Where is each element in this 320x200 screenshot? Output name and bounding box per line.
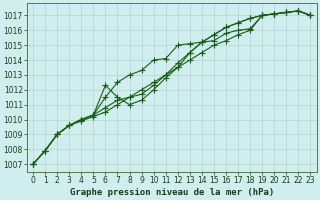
X-axis label: Graphe pression niveau de la mer (hPa): Graphe pression niveau de la mer (hPa): [70, 188, 274, 197]
